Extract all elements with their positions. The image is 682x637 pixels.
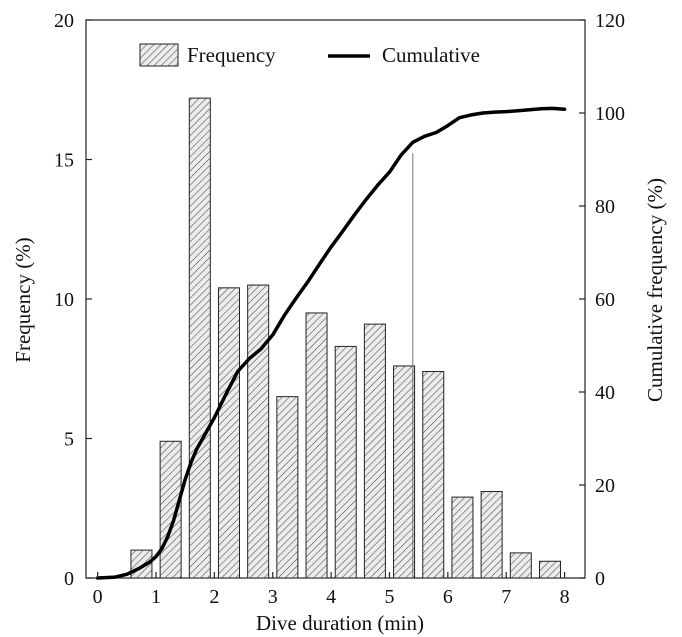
x-tick-label: 2 [209,586,219,608]
frequency-bar [363,323,386,579]
y2-tick-label: 120 [595,10,625,32]
y-tick-label: 10 [54,289,74,311]
x-tick-label: 7 [501,586,511,608]
y-tick-label: 20 [54,10,74,32]
y2-tick-label: 80 [595,196,615,218]
frequency-bar [480,491,503,579]
cumulative-line-group [95,106,567,580]
legend-frequency-swatch [139,43,179,67]
frequency-bar [334,345,357,579]
x-tick-label: 3 [268,586,278,608]
y-tick-label: 5 [64,429,74,451]
x-tick-label: 1 [151,586,161,608]
frequency-bar [247,284,270,579]
x-tick-label: 5 [384,586,394,608]
legend-frequency-label: Frequency [187,43,276,67]
frequency-bar [217,287,240,579]
frequency-bar [451,496,474,579]
frequency-bar [422,371,445,579]
x-tick-label: 4 [326,586,336,608]
frequency-bar [538,560,561,579]
y-tick-label: 0 [64,568,74,590]
frequency-bar [305,312,328,579]
y2-tick-label: 20 [595,475,615,497]
y-axis-label: Frequency (%) [11,237,35,362]
y-tick-label: 15 [54,150,74,172]
x-axis-label: Dive duration (min) [256,611,424,635]
x-axis: 0 1 2 3 4 5 6 7 8 [93,572,570,608]
frequency-bar [276,396,299,579]
legend-cumulative-label: Cumulative [382,43,480,67]
legend: Frequency Cumulative [139,43,480,67]
x-tick-label: 6 [443,586,453,608]
left-y-axis: 0 5 10 15 20 [54,10,92,590]
y2-axis-label: Cumulative frequency (%) [643,178,667,402]
frequency-bar [509,552,532,579]
right-y-axis: 0 20 40 60 80 100 120 [579,10,625,590]
x-tick-label: 0 [93,586,103,608]
y2-tick-label: 100 [595,103,625,125]
y2-tick-label: 0 [595,568,605,590]
y2-tick-label: 40 [595,382,615,404]
cumulative-line [95,106,567,580]
frequency-bar [393,365,416,579]
frequency-bars [130,97,561,579]
y2-tick-label: 60 [595,289,615,311]
x-tick-label: 8 [560,586,570,608]
frequency-bar [188,97,211,579]
